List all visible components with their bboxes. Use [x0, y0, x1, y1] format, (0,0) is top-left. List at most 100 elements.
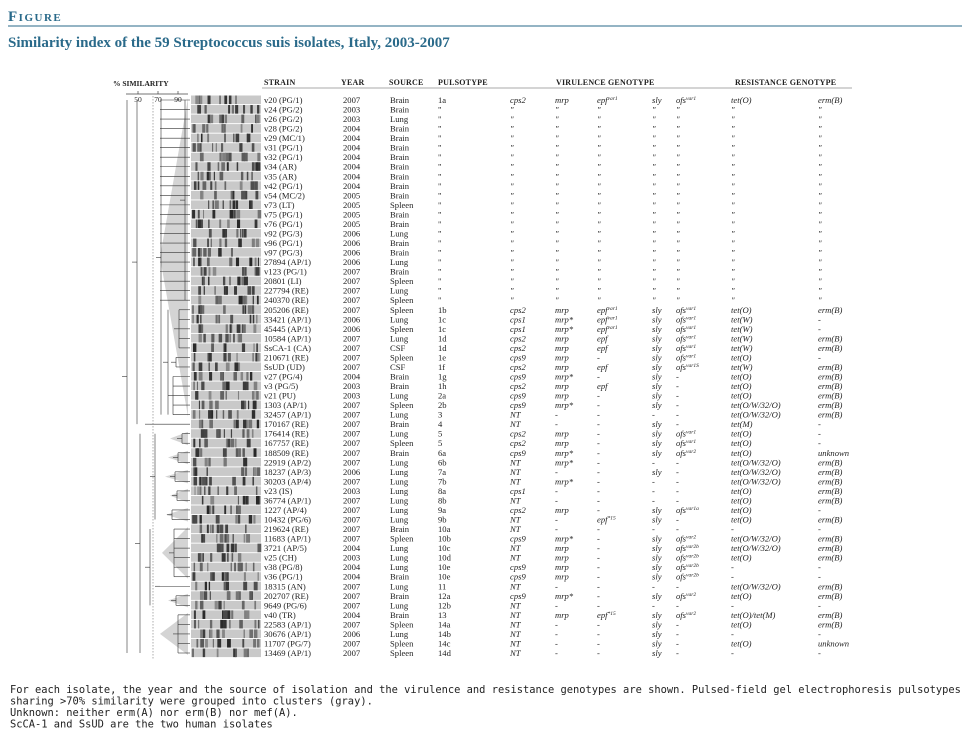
table-cell: mrp*	[555, 591, 574, 601]
table-cell: 9b	[438, 515, 447, 525]
gel-band	[208, 362, 210, 372]
table-cell: mrp	[555, 333, 570, 343]
gel-band	[225, 581, 230, 591]
table-cell: "	[731, 248, 735, 258]
table-cell: "	[510, 276, 514, 286]
gel-band	[219, 152, 222, 162]
table-cell: 2006	[343, 324, 361, 334]
table-cell: "	[510, 238, 514, 248]
gel-band	[209, 476, 212, 486]
table-cell: Brain	[390, 238, 410, 248]
table-cell: "	[731, 105, 735, 115]
gel-band	[225, 333, 229, 343]
gel-band	[226, 162, 229, 171]
gel-band	[198, 324, 202, 333]
table-cell: -	[555, 419, 558, 429]
table-cell: "	[818, 190, 822, 200]
gel-band	[224, 534, 227, 543]
table-cell: 13	[438, 610, 447, 620]
table-cell: -	[818, 629, 821, 639]
gel-band	[202, 534, 206, 543]
table-cell: 2007	[343, 95, 361, 105]
gel-band	[199, 562, 203, 572]
table-cell: -	[555, 648, 558, 658]
gel-band	[228, 152, 232, 162]
table-cell: 2003	[343, 553, 360, 563]
cell-base: ofs	[676, 572, 687, 582]
gel-band	[250, 200, 253, 209]
table-cell: NT	[509, 467, 522, 477]
gel-band	[223, 305, 226, 314]
table-cell: sly	[652, 400, 662, 410]
gel-band	[244, 305, 247, 314]
table-cell: sly	[652, 362, 662, 372]
table-cell: 2003	[343, 381, 360, 391]
gel-band	[225, 524, 229, 534]
gel-band	[197, 143, 199, 152]
table-cell: -	[818, 314, 821, 324]
gel-band	[242, 400, 247, 410]
gel-band	[237, 333, 240, 343]
table-cell: 5	[438, 429, 442, 439]
table-cell: 2b	[438, 400, 447, 410]
cell-base: epf	[597, 515, 609, 525]
table-cell: -	[818, 352, 821, 362]
gel-band	[203, 286, 205, 295]
table-cell: cps9	[510, 591, 526, 601]
gel-band	[224, 181, 227, 190]
cell-superscript: var2	[686, 449, 696, 455]
table-cell: Spleen	[390, 352, 414, 362]
gel-band	[208, 276, 210, 286]
table-cell: tet(O/W/32/O)	[731, 467, 781, 477]
gel-band	[255, 391, 258, 400]
gel-band	[223, 600, 225, 610]
table-cell: "	[597, 228, 601, 238]
table-cell: "	[731, 133, 735, 143]
gel-band	[253, 638, 257, 648]
table-cell: v36 (PG/1)	[264, 572, 303, 582]
gel-lane	[191, 248, 261, 257]
table-cell: tet(O/W/32/O)	[731, 581, 781, 591]
gel-band	[201, 400, 205, 410]
table-cell: mrp*	[555, 476, 574, 486]
gel-band	[193, 515, 198, 524]
table-cell: Lung	[390, 581, 409, 591]
gel-band	[199, 438, 201, 448]
gel-band	[242, 638, 245, 648]
table-cell: "	[652, 152, 656, 162]
table-cell: "	[555, 228, 559, 238]
table-cell: "	[652, 181, 656, 191]
gel-band	[242, 267, 244, 276]
table-cell: mrp	[555, 553, 570, 563]
gel-band	[203, 267, 207, 276]
table-cell: "	[597, 295, 601, 305]
table-cell: Brain	[390, 124, 410, 134]
table-cell: "	[555, 181, 559, 191]
table-cell: "	[731, 143, 735, 153]
gel-band	[244, 648, 248, 658]
column-header: RESISTANCE GENOTYPE	[735, 78, 836, 87]
table-cell: epf*15	[597, 515, 616, 525]
table-cell: Spleen	[390, 200, 414, 210]
gel-band	[214, 286, 216, 295]
table-cell: "	[818, 238, 822, 248]
table-cell: sly	[652, 553, 662, 563]
table-cell: "	[438, 238, 442, 248]
gel-band	[252, 314, 255, 324]
table-cell: "	[555, 209, 559, 219]
table-cell: ofsvar1	[676, 314, 696, 324]
table-cell: NT	[509, 495, 522, 505]
table-cell: "	[676, 228, 680, 238]
table-cell: -	[818, 324, 821, 334]
table-cell: 10a	[438, 524, 451, 534]
gel-lane	[191, 591, 261, 600]
gel-band	[224, 228, 228, 238]
table-cell: 3721 (AP/5)	[264, 543, 307, 553]
gel-band	[251, 238, 255, 248]
table-cell: Lung	[390, 486, 409, 496]
table-cell: -	[555, 495, 558, 505]
cell-base: ofs	[676, 438, 687, 448]
gel-band	[235, 95, 237, 105]
table-cell: NT	[509, 419, 522, 429]
gel-band	[225, 438, 228, 448]
